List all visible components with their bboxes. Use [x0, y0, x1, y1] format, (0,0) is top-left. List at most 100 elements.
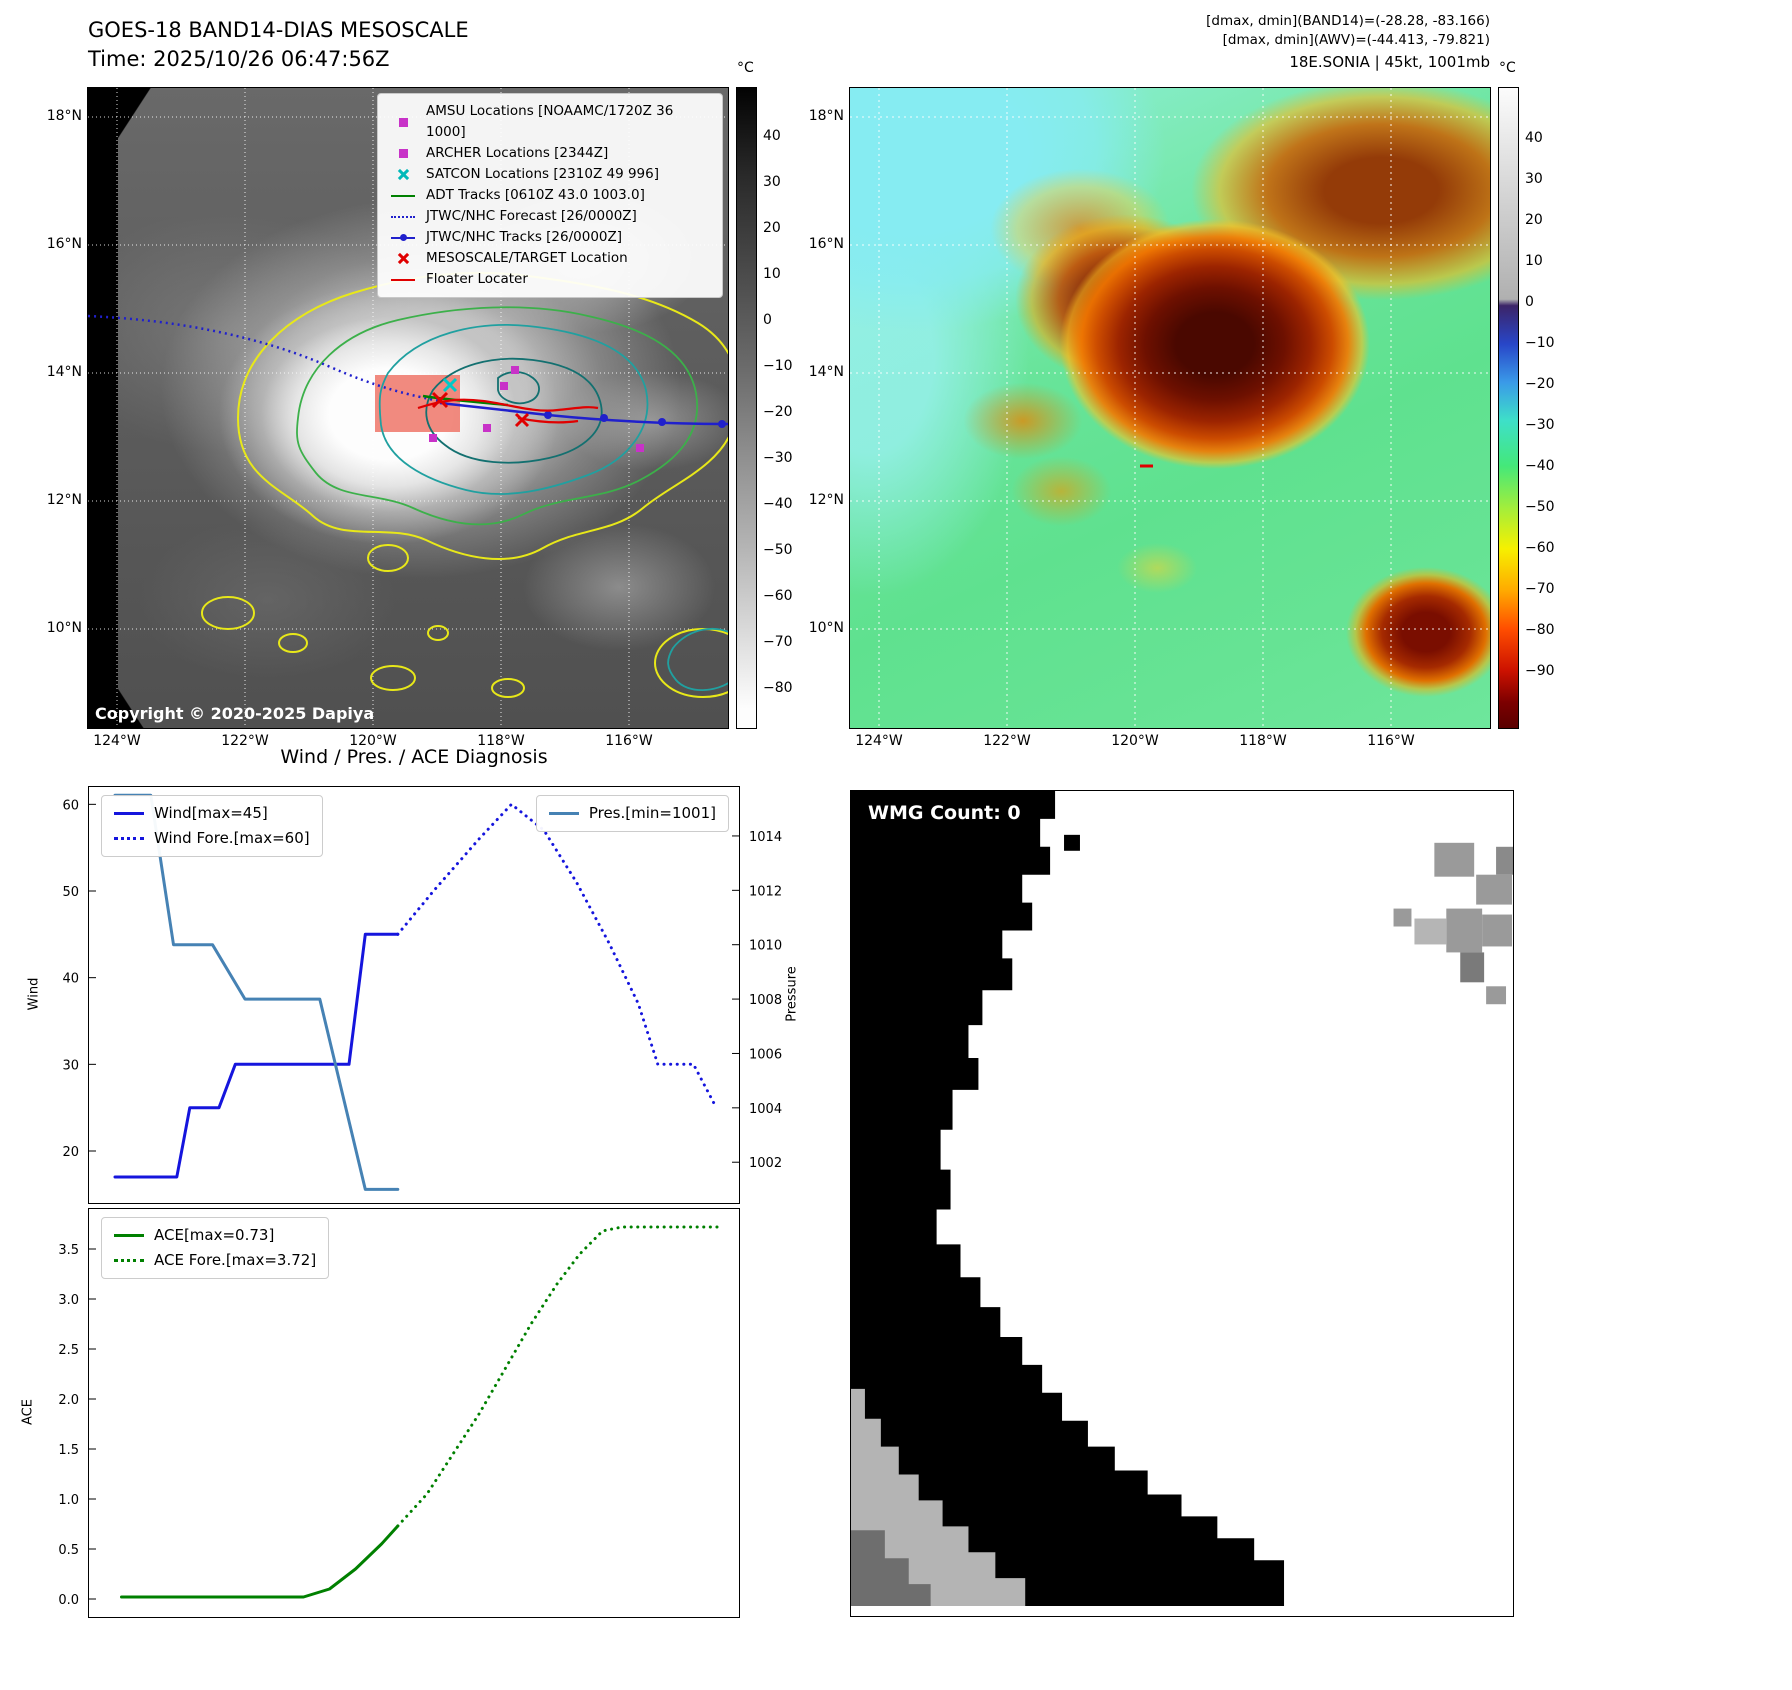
ace-chart: 0.0 0.5 1.0 1.5 2.0 2.5 3.0 3.5 ACE[max=0.73] A…: [58, 1208, 740, 1618]
y-tick-label: 3.0: [58, 1293, 79, 1308]
green-line-icon: [388, 189, 418, 203]
lon-tick-label: 118°W: [1239, 733, 1287, 749]
mesoscale-target-x-icon: [431, 391, 530, 428]
lon-tick-label: 116°W: [1367, 733, 1415, 749]
right-map-lon-labels: 124°W 122°W 120°W 118°W 116°W: [850, 733, 1490, 753]
colorbar-tick-label: −10: [1525, 335, 1555, 351]
ace-line-icon: [114, 1234, 144, 1237]
colorbar-tick-label: 10: [1525, 253, 1543, 269]
legend-label: AMSU Locations [NOAAMC/1720Z 36 1000]: [426, 103, 674, 140]
legend-label: JTWC/NHC Tracks [26/0000Z]: [426, 229, 623, 245]
awv-overlay: [850, 88, 1490, 728]
legend-label: ACE[max=0.73]: [154, 1226, 275, 1244]
band14-colorbar-ticks: 40 30 20 10 0 −10 −20 −30 −40 −50 −60 −70 −80: [758, 88, 802, 728]
diagnosis-title: Wind / Pres. / ACE Diagnosis: [280, 746, 548, 768]
legend-label: JTWC/NHC Forecast [26/0000Z]: [426, 208, 637, 224]
colorbar-tick-label: −80: [763, 680, 793, 696]
colorbar-tick-label: 40: [1525, 130, 1543, 146]
cyan-x-icon: [388, 168, 418, 182]
grid-lines: [850, 88, 1490, 728]
legend-item: Wind Fore.[max=60]: [114, 826, 310, 851]
awv-colorbar-unit: °C: [1499, 60, 1516, 76]
band14-colorbar-unit: °C: [737, 60, 754, 76]
legend-item: ADT Tracks [0610Z 43.0 1003.0]: [388, 185, 712, 206]
wmg-gray-staircase: [851, 1388, 1026, 1607]
legend-item: JTWC/NHC Forecast [26/0000Z]: [388, 206, 712, 227]
colorbar-tick-label: −30: [1525, 417, 1555, 433]
y2-tick-label: 1006: [749, 1047, 782, 1062]
legend-label: SATCON Locations [2310Z 49 996]: [426, 166, 659, 182]
y-tick-label: 40: [62, 972, 79, 987]
red-line-icon: [388, 273, 418, 287]
wmg-darkgray-corner: [851, 1530, 931, 1607]
wmg-panel: WMG Count: 0: [850, 790, 1514, 1617]
legend-label: Pres.[min=1001]: [588, 804, 716, 822]
wind-forecast-line-icon: [114, 837, 144, 840]
y-tick-label: 50: [62, 885, 79, 900]
left-map-title-block: GOES-18 BAND14-DIAS MESOSCALE Time: 2025…: [88, 16, 469, 74]
wmg-black-region: [851, 791, 1285, 1607]
wind-line-icon: [114, 812, 144, 815]
colorbar-tick-label: −50: [763, 542, 793, 558]
magenta-square-icon: [388, 147, 418, 161]
pressure-axis-label: Pressure: [784, 966, 800, 1022]
legend-label: ADT Tracks [0610Z 43.0 1003.0]: [426, 187, 645, 203]
lat-tick-label: 18°N: [808, 108, 844, 124]
blue-line-dot-icon: [388, 231, 418, 245]
y2-tick-label: 1010: [749, 939, 782, 954]
series-line: [113, 932, 400, 1179]
awv-colorbar-ticks: 40 30 20 10 0 −10 −20 −30 −40 −50 −60 −70 −80 −90: [1520, 88, 1564, 728]
jtwc-track: [439, 401, 728, 428]
colorbar-tick-label: −20: [1525, 376, 1555, 392]
legend-item: Floater Locater: [388, 269, 712, 290]
y-tick-label: 20: [62, 1145, 79, 1160]
lat-tick-label: 16°N: [808, 236, 844, 252]
lon-tick-label: 124°W: [93, 733, 141, 749]
legend-item: MESOSCALE/TARGET Location: [388, 248, 712, 269]
colorbar-tick-label: −60: [763, 588, 793, 604]
magenta-square-icon: [388, 115, 418, 129]
lon-tick-label: 116°W: [605, 733, 653, 749]
red-x-icon: [388, 252, 418, 266]
colorbar-tick-label: 20: [1525, 212, 1543, 228]
left-map-title: GOES-18 BAND14-DIAS MESOSCALE: [88, 18, 469, 42]
lat-tick-label: 10°N: [46, 620, 82, 636]
colorbar-tick-label: −10: [763, 358, 793, 374]
series-line: [396, 802, 718, 1110]
ace-forecast-line-icon: [114, 1259, 144, 1262]
storm-id-line: 18E.SONIA | 45kt, 1001mb: [1289, 53, 1490, 71]
ace-axis-label: ACE: [20, 1399, 36, 1425]
lon-tick-label: 118°W: [477, 733, 525, 749]
legend-item: ACE Fore.[max=3.72]: [114, 1248, 316, 1273]
lat-tick-label: 18°N: [46, 108, 82, 124]
y2-tick-label: 1014: [749, 830, 782, 845]
lat-tick-label: 14°N: [46, 364, 82, 380]
y2-tick-label: 1002: [749, 1156, 782, 1171]
wmg-graphic: [851, 791, 1513, 1607]
band14-overlay: [88, 88, 728, 728]
left-map-lon-labels: 124°W 122°W 120°W 118°W 116°W: [88, 733, 728, 753]
wmg-black-speck: [1064, 834, 1080, 851]
colorbar-tick-label: 10: [763, 266, 781, 282]
wind-pressure-plot: 20 30 40 50 60 1002 1004 1006 1008 1010 1012 1014: [62, 793, 782, 1191]
y2-tick-label: 1012: [749, 884, 782, 899]
lat-tick-label: 14°N: [808, 364, 844, 380]
legend-label: Wind Fore.[max=60]: [154, 829, 310, 847]
colorbar-tick-label: −40: [1525, 458, 1555, 474]
colorbar-tick-label: 20: [763, 220, 781, 236]
legend-label: Floater Locater: [426, 271, 528, 287]
y-tick-label: 2.0: [58, 1393, 79, 1408]
y-tick-label: 0.5: [58, 1543, 79, 1558]
series-line: [396, 1225, 721, 1528]
legend-item: AMSU Locations [NOAAMC/1720Z 36 1000]: [388, 101, 712, 143]
dmax-dmin-awv: [dmax, dmin](AWV)=(-44.413, -79.821): [1222, 32, 1490, 48]
band14-satellite-map: AMSU Locations [NOAAMC/1720Z 36 1000] AR…: [87, 87, 729, 729]
lat-tick-label: 12°N: [808, 492, 844, 508]
colorbar-tick-label: −70: [1525, 581, 1555, 597]
ace-plot: 0.0 0.5 1.0 1.5 2.0 2.5 3.0 3.5: [58, 1225, 721, 1608]
series-line: [120, 1524, 400, 1599]
left-map-subtitle: Time: 2025/10/26 06:47:56Z: [88, 47, 390, 71]
dmax-dmin-band14: [dmax, dmin](BAND14)=(-28.28, -83.166): [1206, 13, 1490, 29]
lat-tick-label: 16°N: [46, 236, 82, 252]
